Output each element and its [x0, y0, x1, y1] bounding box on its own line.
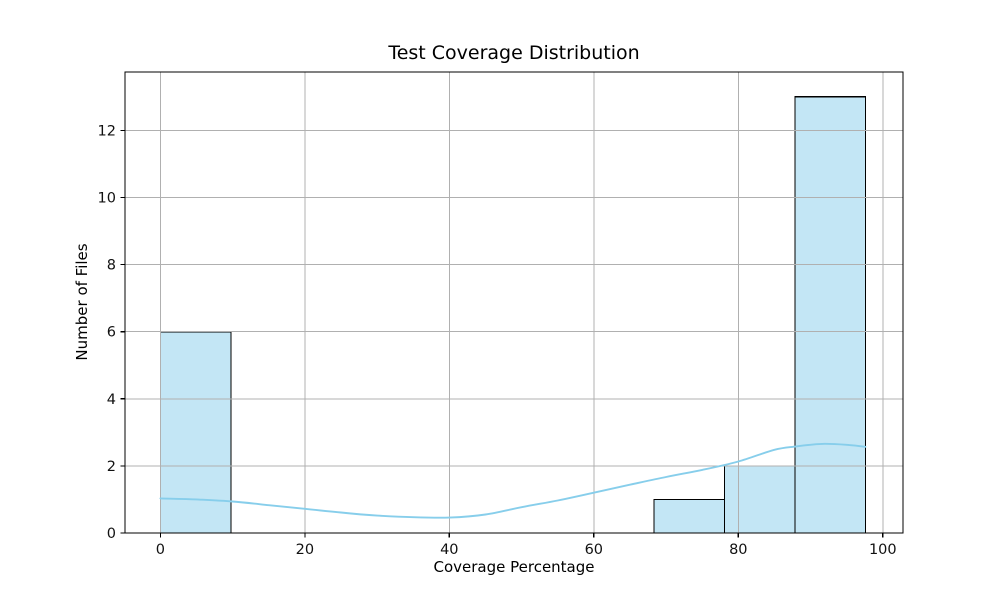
x-tick-label: 0 — [156, 542, 165, 558]
tick-labels: 0 20 40 60 80 100 0 2 4 6 8 10 12 — [98, 123, 897, 558]
y-tick-label: 4 — [107, 392, 116, 408]
histogram-bars — [159, 96, 867, 534]
y-tick-label: 10 — [98, 190, 116, 206]
chart-title: Test Coverage Distribution — [388, 42, 640, 64]
y-tick-label: 12 — [98, 123, 116, 139]
y-tick-label: 8 — [107, 258, 116, 274]
x-tick-label: 40 — [440, 542, 458, 558]
x-tick-label: 100 — [869, 542, 897, 558]
x-tick-label: 60 — [585, 542, 603, 558]
gridlines — [125, 72, 903, 534]
x-tick-label: 20 — [296, 542, 314, 558]
y-tick-label: 0 — [107, 526, 116, 542]
y-tick-label: 2 — [107, 459, 116, 475]
y-axis-label: Number of Files — [73, 243, 91, 361]
histogram-bar — [723, 465, 796, 534]
histogram-bar — [794, 96, 867, 534]
y-tick-label: 6 — [107, 325, 116, 341]
x-axis-label: Coverage Percentage — [433, 558, 595, 576]
histogram-bar — [159, 331, 232, 534]
x-tick-label: 80 — [729, 542, 747, 558]
axes-spines — [124, 71, 904, 534]
histogram-bar — [653, 498, 726, 534]
kde-curve — [159, 442, 867, 519]
tick-marks — [120, 129, 884, 538]
